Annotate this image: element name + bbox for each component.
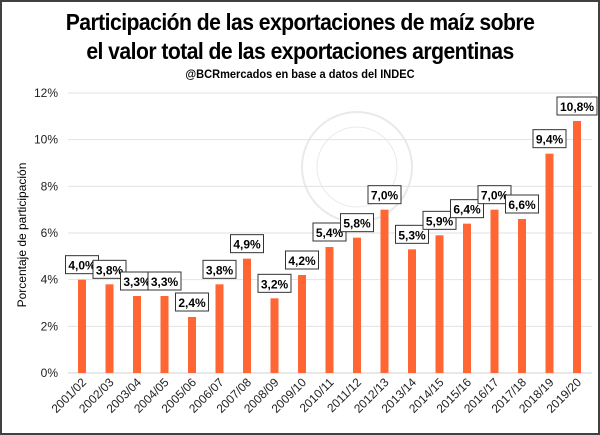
bar xyxy=(463,223,471,373)
data-label-box xyxy=(257,273,292,293)
data-label-box xyxy=(367,185,402,205)
bar xyxy=(105,284,114,373)
data-label-box xyxy=(92,259,127,279)
data-label: 3,3% xyxy=(123,275,151,289)
data-label-box xyxy=(340,213,374,233)
data-label: 3,8% xyxy=(96,263,124,277)
data-label: 3,8% xyxy=(206,263,234,277)
data-label: 9,4% xyxy=(536,133,564,147)
bar xyxy=(215,284,224,373)
data-label: 3,3% xyxy=(151,275,179,289)
data-label: 10,8% xyxy=(560,100,594,114)
y-tick-label: 8% xyxy=(41,179,59,193)
bar xyxy=(298,275,306,373)
y-axis-label: Porcentaje de participación xyxy=(15,163,29,308)
data-label: 5,3% xyxy=(398,228,426,242)
bar xyxy=(270,298,279,373)
data-label-box xyxy=(202,259,237,279)
chart-subtitle: @BCRmercados en base a datos del INDEC xyxy=(185,67,415,81)
bar xyxy=(518,219,526,373)
data-label-box xyxy=(230,234,264,254)
data-label: 4,9% xyxy=(233,238,261,252)
data-label: 4,0% xyxy=(68,259,96,273)
data-label-box xyxy=(395,224,429,244)
data-label: 7,0% xyxy=(481,189,509,203)
y-tick-label: 4% xyxy=(41,273,59,287)
data-label-box xyxy=(285,250,319,270)
data-label: 6,4% xyxy=(453,203,481,217)
data-label: 3,2% xyxy=(261,277,289,291)
bar xyxy=(325,247,334,373)
data-label-box xyxy=(450,199,484,219)
bar xyxy=(243,258,251,373)
data-label-box xyxy=(422,210,457,230)
data-label-box xyxy=(532,129,567,149)
bar xyxy=(133,296,141,373)
data-label-box xyxy=(556,96,598,116)
bar xyxy=(353,237,361,373)
y-tick-label: 6% xyxy=(41,226,59,240)
y-tick-label: 2% xyxy=(41,319,59,333)
data-label: 5,9% xyxy=(426,214,454,228)
bar xyxy=(380,209,389,373)
bar xyxy=(160,296,169,373)
data-label: 5,4% xyxy=(316,226,344,240)
data-label-box xyxy=(505,194,539,214)
chart-title-line-2: el valor total de las exportaciones arge… xyxy=(86,38,514,64)
data-label: 6,6% xyxy=(508,198,536,212)
y-tick-label: 12% xyxy=(34,86,58,100)
bolsa-de-comercio-seal-watermark xyxy=(301,111,413,223)
data-label: 5,8% xyxy=(343,217,371,231)
bar xyxy=(573,121,581,373)
bar xyxy=(545,153,554,373)
bar xyxy=(435,235,444,373)
y-tick-label: 0% xyxy=(41,366,59,380)
data-label: 7,0% xyxy=(371,189,399,203)
y-tick-label: 10% xyxy=(34,133,58,147)
data-label: 4,2% xyxy=(288,254,316,268)
bar xyxy=(188,317,196,373)
bar xyxy=(78,279,86,373)
data-label-box xyxy=(147,271,182,291)
data-label-box xyxy=(175,292,209,312)
chart-title-line-1: Participación de las exportaciones de ma… xyxy=(65,9,535,35)
data-label: 2,4% xyxy=(178,296,206,310)
bar xyxy=(490,209,499,373)
bar xyxy=(408,249,416,373)
